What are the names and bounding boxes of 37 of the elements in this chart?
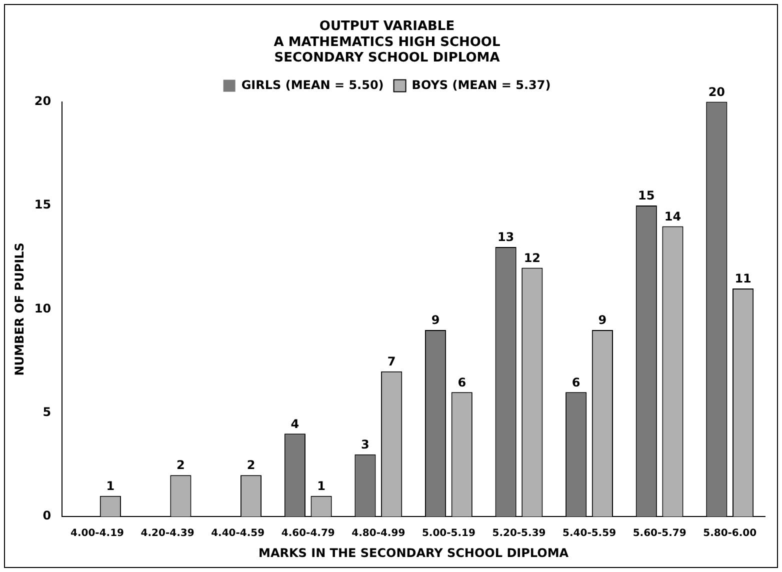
- y-tick-label: 15: [34, 198, 52, 212]
- data-label: 1: [106, 478, 115, 493]
- chart-title: OUTPUT VARIABLE A MATHEMATICS HIGH SCHOOL SECONDARY SCHOOL DIPLOMA: [274, 19, 500, 66]
- data-label: 6: [458, 375, 466, 390]
- x-tick-label: 4.40-4.59: [211, 528, 265, 540]
- data-label: 20: [708, 84, 726, 99]
- data-label: 9: [431, 313, 440, 328]
- data-label: 2: [176, 458, 185, 472]
- x-tick-label: 5.40-5.59: [562, 528, 616, 540]
- y-tick-label: 5: [42, 405, 52, 420]
- legend-label: GIRLS (MEAN = 5.50): [241, 78, 384, 92]
- legend-label: BOYS (MEAN = 5.37): [412, 78, 551, 92]
- data-label: 15: [638, 188, 655, 203]
- data-label: 12: [524, 250, 541, 265]
- data-label: 2: [246, 458, 256, 472]
- x-axis-title: MARKS IN THE SECONDARY SCHOOL DIPLOMA: [258, 546, 570, 560]
- x-tick-label: 5.00-5.19: [422, 528, 476, 540]
- data-label: 1: [317, 478, 326, 493]
- data-label: 4: [290, 416, 300, 431]
- x-tick-label: 4.00-4.19: [70, 528, 124, 540]
- x-tick-label: 4.20-4.39: [140, 528, 194, 540]
- x-tick-label: 4.60-4.79: [281, 528, 335, 540]
- data-label: 13: [497, 230, 514, 244]
- x-tick-label: 5.60-5.79: [632, 528, 686, 540]
- x-tick-label: 5.80-6.00: [703, 528, 757, 540]
- data-label: 11: [734, 272, 752, 286]
- x-tick-label: 4.80-4.99: [352, 528, 406, 540]
- data-label: 14: [664, 209, 682, 224]
- y-tick-label: 20: [34, 94, 52, 108]
- data-label: 6: [572, 375, 580, 390]
- y-tick-label: 10: [34, 301, 52, 316]
- data-label: 7: [387, 354, 396, 369]
- data-label: 3: [361, 438, 370, 452]
- y-tick-label: 0: [42, 508, 52, 523]
- y-axis-title: NUMBER OF PUPILS: [12, 242, 26, 376]
- data-label: 9: [598, 313, 607, 328]
- x-tick-label: 5.20-5.39: [492, 528, 546, 540]
